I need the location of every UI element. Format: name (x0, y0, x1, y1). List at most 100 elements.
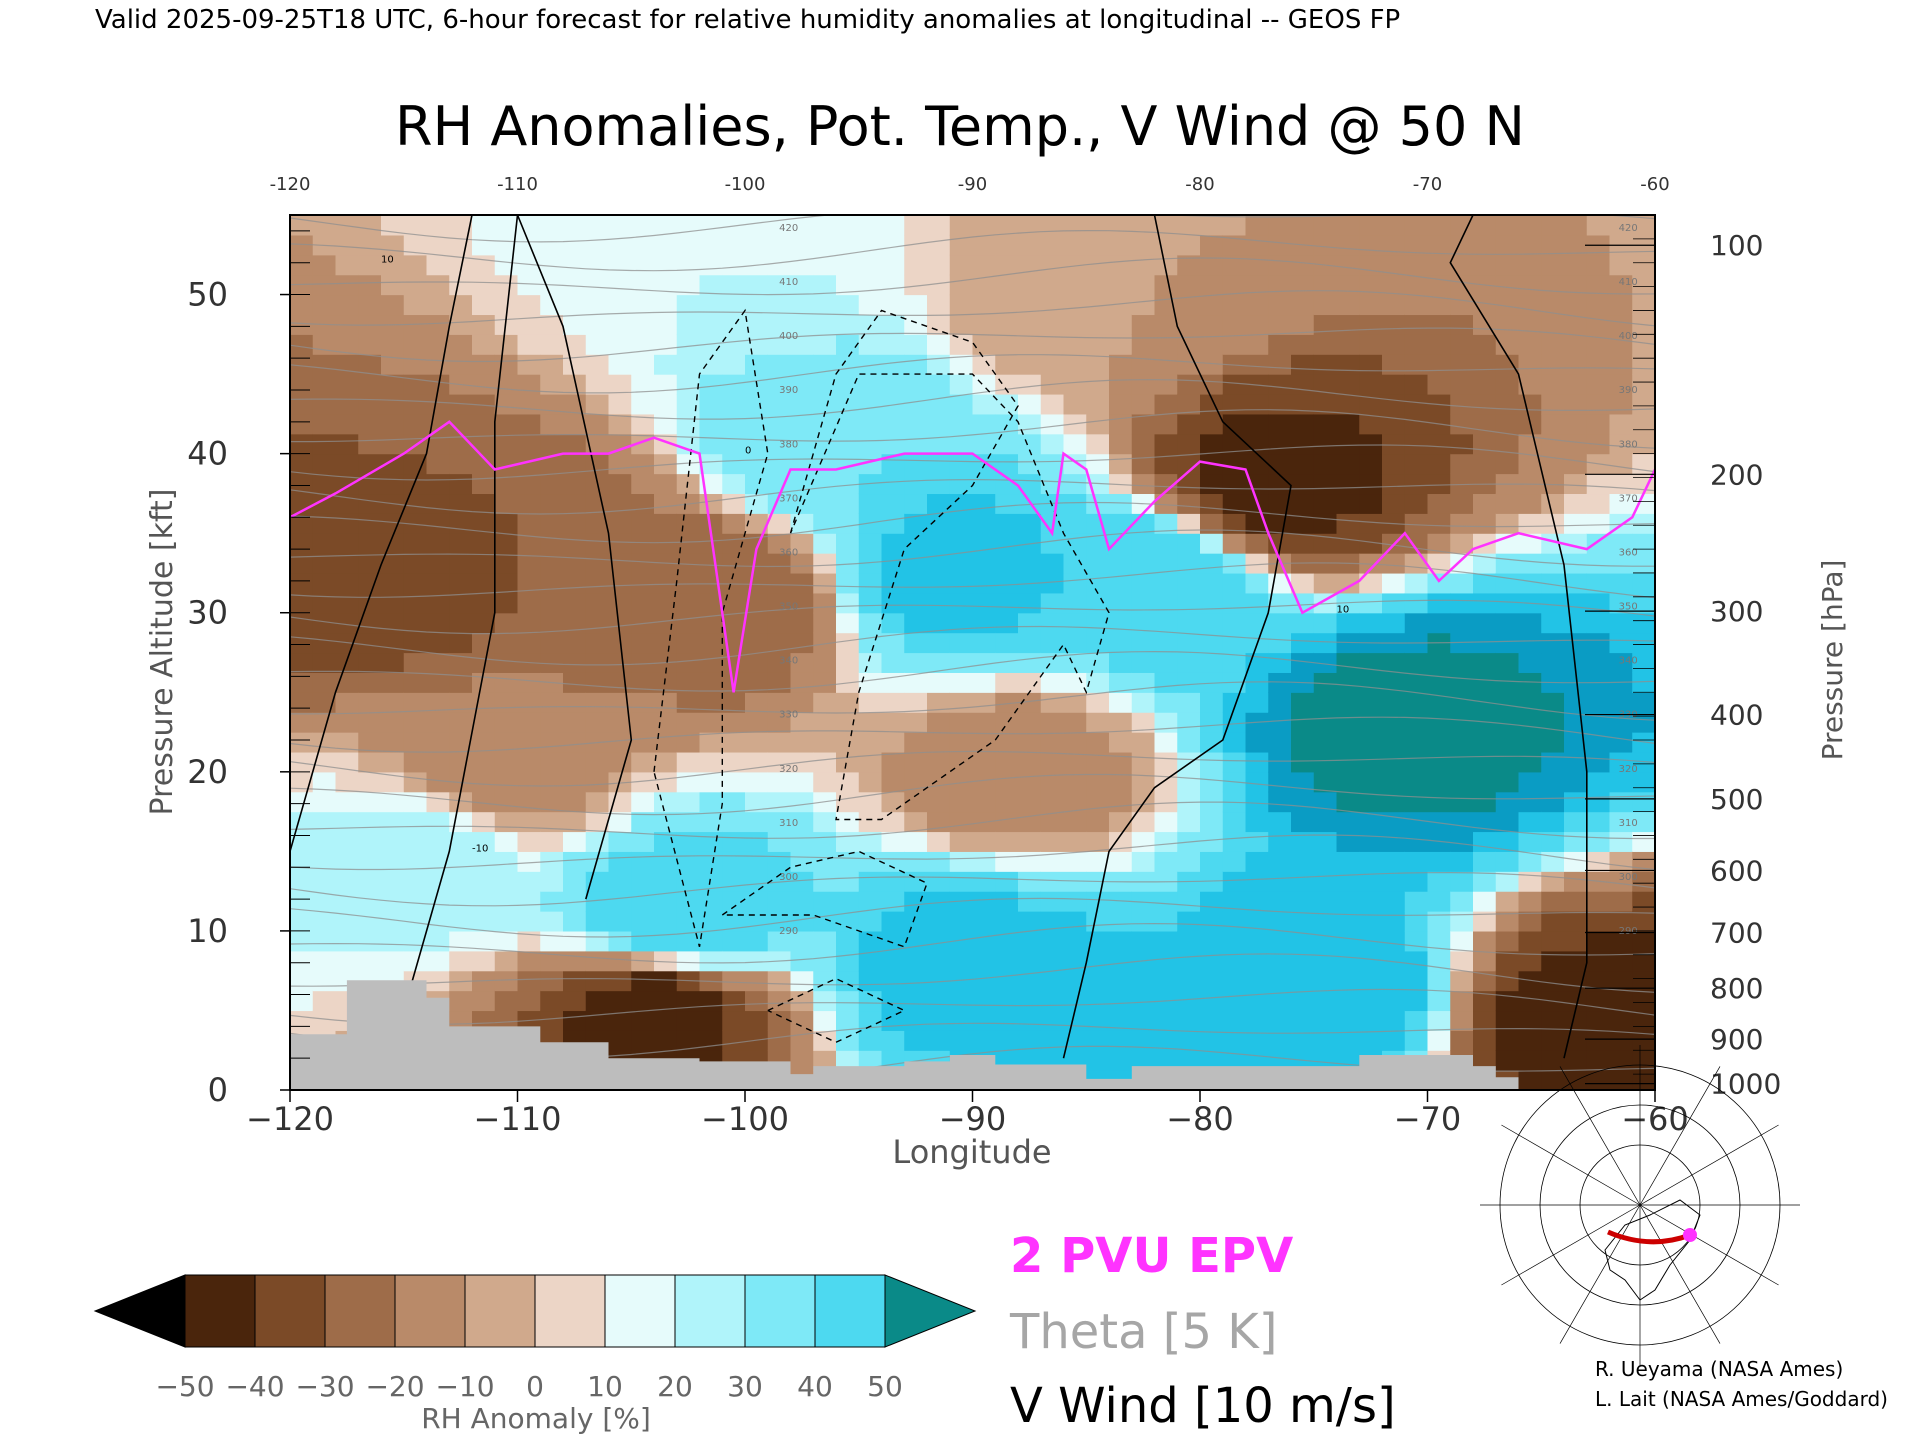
rh-cell (722, 950, 746, 972)
rh-cell (1086, 970, 1110, 992)
rh-cell (1222, 513, 1247, 534)
rh-cell (1495, 732, 1520, 753)
rh-cell (1177, 1050, 1201, 1071)
rh-cell (927, 930, 951, 952)
rh-cell (312, 712, 337, 733)
rh-cell (1268, 433, 1292, 455)
theta-contour (290, 409, 1655, 449)
rh-cell (904, 851, 928, 872)
rh-cell (1564, 930, 1588, 952)
rh-cell (904, 254, 928, 276)
rh-cell (290, 374, 314, 395)
colorbar-tick-label: 0 (526, 1370, 544, 1403)
rh-cell (972, 553, 996, 574)
rh-cell (563, 672, 587, 693)
rh-cell (517, 393, 541, 415)
rh-cell (813, 533, 837, 554)
rh-cell (972, 393, 996, 415)
rh-cell (790, 970, 814, 992)
rh-cell (995, 911, 1019, 932)
rh-cell (927, 413, 951, 435)
rh-cell (1473, 990, 1497, 1012)
rh-cell (654, 871, 678, 892)
rh-cell (1632, 712, 1655, 733)
rh-cell (1564, 294, 1588, 316)
rh-cell (1609, 374, 1633, 395)
rh-cell (699, 612, 723, 634)
rh-cell (1291, 453, 1315, 475)
rh-cell (1200, 294, 1224, 316)
rh-cell (1109, 851, 1133, 872)
rh-cell (1359, 393, 1383, 415)
rh-cell (881, 473, 905, 495)
rh-cell (472, 950, 496, 972)
rh-cell (1154, 374, 1178, 395)
colorbar-bin (814, 1274, 886, 1348)
rh-cell (836, 811, 860, 833)
rh-cell (1018, 592, 1042, 614)
rh-cell (381, 911, 405, 932)
rh-cell (1518, 632, 1542, 654)
rh-cell (472, 871, 496, 892)
rh-cell (1632, 692, 1655, 713)
rh-cell (1541, 533, 1565, 554)
rh-cell (1291, 274, 1315, 296)
rh-cell (1109, 254, 1133, 276)
rh-cell (335, 215, 359, 236)
rh-cell (927, 1010, 951, 1031)
rh-cell (1086, 234, 1110, 256)
rh-cell (767, 811, 792, 833)
rh-cell (836, 473, 860, 495)
rh-cell (381, 791, 405, 813)
rh-cell (1450, 215, 1474, 236)
rh-cell (540, 413, 564, 435)
rh-cell (790, 254, 814, 276)
rh-cell (676, 851, 701, 872)
rh-cell (972, 930, 996, 952)
rh-cell (335, 254, 359, 276)
rh-cell (1131, 393, 1156, 415)
rh-cell (1473, 493, 1497, 514)
rh-cell (1382, 433, 1406, 455)
rh-cell (608, 592, 632, 614)
rh-cell (290, 1010, 314, 1031)
rh-cell (836, 433, 860, 455)
rh-cell (676, 672, 701, 693)
rh-cell (813, 334, 837, 355)
rh-cell (1382, 1030, 1406, 1051)
rh-cell (1200, 553, 1224, 574)
rh-cell (1586, 274, 1611, 296)
rh-cell (836, 572, 860, 594)
rh-cell (1450, 1010, 1474, 1031)
rh-cell (1473, 950, 1497, 972)
rh-cell (1632, 254, 1655, 276)
rh-cell (654, 612, 678, 634)
rh-cell (790, 811, 814, 833)
rh-cell (836, 254, 860, 276)
rh-cell (585, 791, 610, 813)
rh-cell (1382, 374, 1406, 395)
rh-cell (1495, 911, 1520, 932)
rh-cell (790, 215, 814, 236)
rh-cell (722, 334, 746, 355)
credit-1: R. Ueyama (NASA Ames) (1595, 1357, 1843, 1381)
rh-cell (1268, 771, 1292, 793)
rh-cell (608, 314, 632, 335)
rh-cell (927, 453, 951, 475)
rh-cell (335, 891, 359, 912)
rh-cell (927, 791, 951, 813)
rh-cell (540, 911, 564, 932)
rh-cell (1564, 1010, 1588, 1031)
rh-cell (1609, 393, 1633, 415)
rh-cell (881, 911, 905, 932)
rh-cell (1086, 294, 1110, 316)
rh-cell (426, 791, 450, 813)
rh-cell (1177, 632, 1201, 654)
rh-cell (881, 612, 905, 634)
theta-label: 310 (779, 818, 798, 829)
rh-cell (1200, 652, 1224, 673)
rh-cell (1450, 473, 1474, 495)
rh-cell (403, 771, 428, 793)
rh-cell (358, 334, 382, 355)
rh-cell (540, 314, 564, 335)
